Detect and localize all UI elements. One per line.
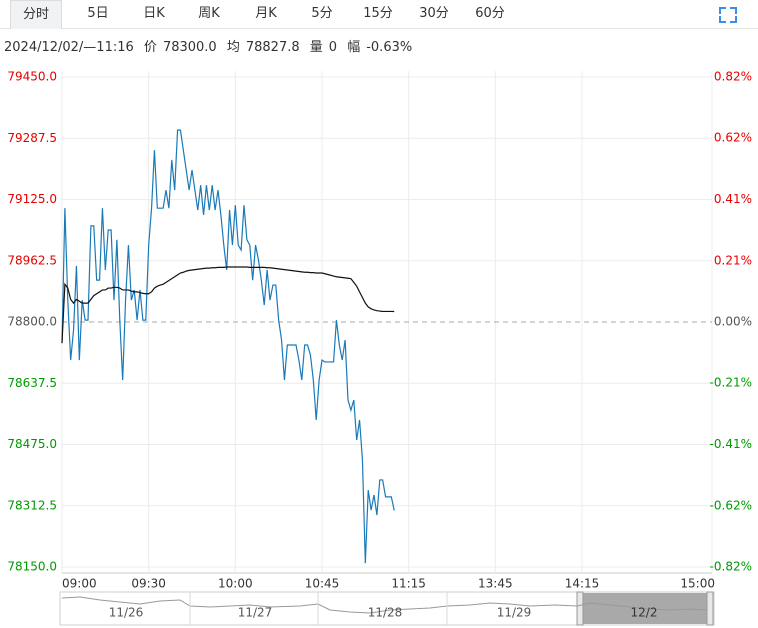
- tab[interactable]: 分时: [10, 0, 62, 29]
- y-tick-label: 78637.5: [7, 376, 57, 390]
- x-tick-label: 14:15: [565, 577, 600, 591]
- navigator-date: 11/28: [368, 606, 403, 620]
- navigator-line: [61, 596, 708, 614]
- tab[interactable]: 日K: [143, 6, 165, 21]
- x-tick-label: 09:00: [62, 577, 97, 591]
- y2-tick-label: -0.82%: [710, 560, 752, 574]
- y2-tick-label: 0.82%: [714, 70, 752, 84]
- y2-tick-label: -0.62%: [710, 498, 752, 512]
- tab[interactable]: 5分: [311, 6, 333, 21]
- y-tick-label: 78312.5: [7, 498, 57, 512]
- x-tick-label: 10:45: [305, 577, 340, 591]
- expand-icon[interactable]: [719, 7, 737, 23]
- price: 78300.0: [162, 40, 217, 55]
- range: -0.63%: [366, 40, 413, 55]
- navigator-date: 11/29: [497, 606, 532, 620]
- y2-tick-label: 0.21%: [714, 253, 752, 267]
- y-tick-label: 78150.0: [7, 560, 57, 574]
- y2-tick-label: 0.00%: [714, 315, 752, 329]
- navigator-handle[interactable]: [576, 591, 584, 626]
- volume: 0: [328, 40, 338, 55]
- y2-tick-label: -0.41%: [710, 437, 752, 451]
- tab[interactable]: 60分: [475, 6, 505, 21]
- y2-tick-label: 0.62%: [714, 131, 752, 145]
- plot: 09:00 09:30 10:00 10:45 11:15 13:45 14:15 15:00…: [7, 70, 752, 591]
- y2-tick-label: 0.41%: [714, 192, 752, 206]
- avg: 78827.8: [245, 40, 300, 55]
- navigator-date: 11/26: [109, 606, 144, 620]
- navigator-date: 11/27: [238, 606, 273, 620]
- y-tick-label: 79125.0: [7, 192, 57, 206]
- navigator-date: 12/2: [631, 606, 658, 620]
- avg-label: 均: [226, 40, 240, 55]
- navigator-dividers: [189, 592, 448, 625]
- y-tick-label: 78475.0: [7, 437, 57, 451]
- price-label: 价: [143, 40, 157, 55]
- tab[interactable]: 月K: [255, 6, 277, 21]
- y-tick-label: 78962.5: [7, 253, 57, 267]
- price-line: [61, 129, 395, 564]
- volume-label: 量: [309, 40, 323, 55]
- datetime: 2024/12/02/—11:16: [4, 40, 134, 55]
- tab-bar: 分时 5日 日K 周K 月K 5分 15分 30分 60分: [0, 0, 758, 29]
- tab[interactable]: 30分: [419, 6, 449, 21]
- tab[interactable]: 5日: [87, 6, 109, 21]
- y-tick-label: 79287.5: [7, 131, 57, 145]
- x-tick-label: 09:30: [131, 577, 166, 591]
- tab[interactable]: 15分: [363, 6, 393, 21]
- y-tick-label: 79450.0: [7, 70, 57, 84]
- y-tick-label: 78800.0: [7, 315, 57, 329]
- x-tick-label: 10:00: [218, 577, 253, 591]
- x-tick-label: 13:45: [478, 577, 513, 591]
- x-tick-label: 11:15: [391, 577, 426, 591]
- tab[interactable]: 周K: [198, 6, 220, 21]
- navigator-handle[interactable]: [706, 591, 714, 626]
- price-line: [61, 266, 395, 344]
- y2-tick-label: -0.21%: [710, 376, 752, 390]
- x-tick-label: 15:00: [680, 577, 715, 591]
- range-label: 幅: [347, 40, 361, 55]
